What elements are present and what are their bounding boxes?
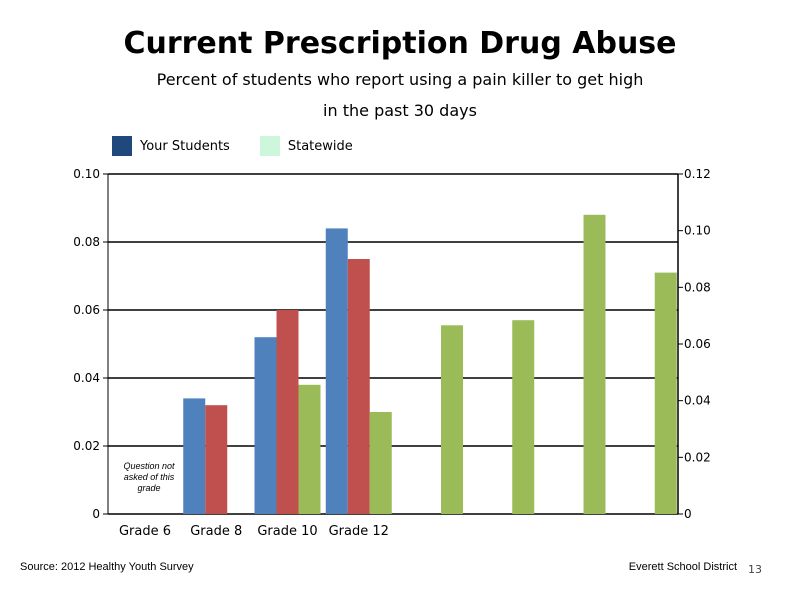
bar <box>276 310 299 514</box>
legend-item-statewide: Statewide <box>259 136 353 156</box>
organization-text: Everett School District <box>628 561 737 573</box>
bar <box>441 325 463 514</box>
bar <box>325 228 348 514</box>
legend-swatch-statewide <box>259 136 280 156</box>
y2-axis-tick-label: 0.08 <box>684 280 711 294</box>
y-axis-tick-label: 0.06 <box>73 303 100 317</box>
x-axis-category-label: Grade 6 <box>119 524 171 539</box>
y-axis-tick-label: 0.02 <box>73 439 100 453</box>
bar <box>583 214 606 515</box>
x-axis-category-label: Grade 8 <box>190 524 242 539</box>
legend-swatch-your-students <box>112 136 132 156</box>
y2-axis-tick-label: 0.06 <box>684 337 711 351</box>
y2-axis-tick-label: 0 <box>684 507 692 521</box>
source-text: Source: 2012 Healthy Youth Survey <box>20 561 194 573</box>
chart-legend: Your Students Statewide <box>112 136 383 156</box>
bar <box>654 272 677 514</box>
bar <box>254 337 277 514</box>
grade6-note: Question not asked of this grade <box>123 461 175 493</box>
bar <box>512 320 535 514</box>
y-axis-tick-label: 0 <box>92 507 100 521</box>
bar <box>298 384 321 514</box>
y-axis-tick-label: 0.08 <box>73 235 100 249</box>
page-number: 13 <box>748 563 762 576</box>
y-axis-tick-label: 0.10 <box>73 167 100 181</box>
bar <box>369 412 392 514</box>
legend-label-your-students: Your Students <box>140 138 230 154</box>
slide-subtitle: Percent of students who report using a p… <box>156 70 644 120</box>
x-axis-category-label: Grade 10 <box>257 524 317 539</box>
bar <box>183 398 206 514</box>
y-axis-tick-label: 0.04 <box>73 371 100 385</box>
y2-axis-tick-label: 0.02 <box>684 450 711 464</box>
legend-label-statewide: Statewide <box>287 138 353 154</box>
y2-axis-tick-label: 0.04 <box>684 394 711 408</box>
bar <box>347 259 370 514</box>
y2-axis-tick-label: 0.12 <box>684 167 711 181</box>
y2-axis-tick-label: 0.10 <box>684 224 711 238</box>
legend-item-your-students: Your Students <box>112 136 230 156</box>
slide-title: Current Prescription Drug Abuse <box>123 26 677 61</box>
x-axis-category-label: Grade 12 <box>329 524 389 539</box>
bar <box>205 405 228 514</box>
